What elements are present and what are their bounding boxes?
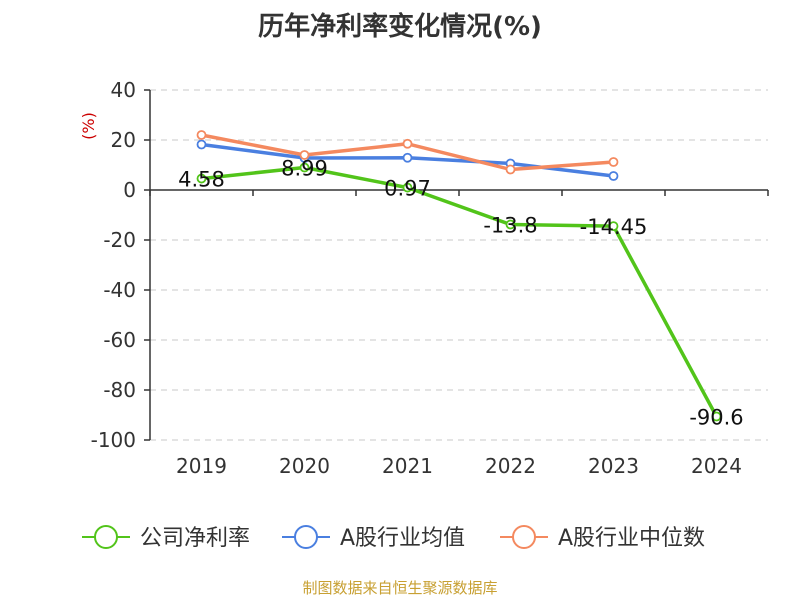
legend-label: A股行业均值 <box>340 526 465 551</box>
x-tick-label: 2020 <box>279 454 330 478</box>
data-point <box>505 164 516 175</box>
legend-swatch-marker <box>294 525 318 549</box>
data-point <box>196 130 207 140</box>
data-label: -14.45 <box>580 215 648 239</box>
y-axis-unit-label: (%) <box>79 112 98 140</box>
data-point <box>711 411 722 422</box>
data-point <box>299 150 310 160</box>
y-tick-label: 20 <box>111 128 136 152</box>
data-label: 4.58 <box>178 168 225 192</box>
data-point <box>402 152 413 163</box>
legend-label: 公司净利率 <box>140 526 250 551</box>
axes <box>149 90 768 440</box>
data-point <box>608 221 619 232</box>
y-tick-label: -40 <box>103 278 136 302</box>
data-point <box>505 219 516 230</box>
x-tick-label: 2022 <box>485 454 536 478</box>
y-tick-label: 0 <box>123 178 136 202</box>
source-note: 制图数据来自恒生聚源数据库 <box>302 579 498 597</box>
data-point <box>402 182 413 193</box>
chart-title: 历年净利率变化情况(%) <box>258 12 542 42</box>
grid-lines <box>144 89 769 441</box>
series-line-0 <box>201 165 719 418</box>
x-tick-labels: 2019 2020 2021 2022 2023 2024 <box>176 454 742 478</box>
y-tick-label: -20 <box>103 228 136 252</box>
y-tick-label: -100 <box>91 428 136 452</box>
data-label: -90.6 <box>689 406 743 430</box>
data-point <box>196 139 207 150</box>
data-label: 0.97 <box>384 177 431 201</box>
data-labels: 4.58 8.99 0.97 -13.8 -14.45 -90.6 <box>178 157 744 430</box>
legend-label: A股行业中位数 <box>558 526 705 551</box>
data-point <box>608 157 619 167</box>
data-point <box>299 162 310 173</box>
x-tick-label: 2023 <box>588 454 639 478</box>
data-point <box>608 171 619 181</box>
x-tick-label: 2019 <box>176 454 227 478</box>
legend: 公司净利率 A股行业均值 A股行业中位数 <box>82 525 705 551</box>
y-tick-labels: 40 20 0 -20 -40 -60 -80 -100 <box>91 78 136 452</box>
y-tick-label: 40 <box>111 78 136 102</box>
x-tick-label: 2024 <box>691 454 742 478</box>
series-lines <box>196 130 722 422</box>
data-point <box>196 173 207 184</box>
data-label: 8.99 <box>281 157 328 181</box>
legend-swatch-marker <box>512 525 536 549</box>
x-tick-label: 2021 <box>382 454 433 478</box>
y-tick-label: -60 <box>103 328 136 352</box>
legend-swatch-marker <box>94 525 118 549</box>
data-point <box>402 138 413 149</box>
data-label: -13.8 <box>483 214 537 238</box>
y-tick-label: -80 <box>103 378 136 402</box>
